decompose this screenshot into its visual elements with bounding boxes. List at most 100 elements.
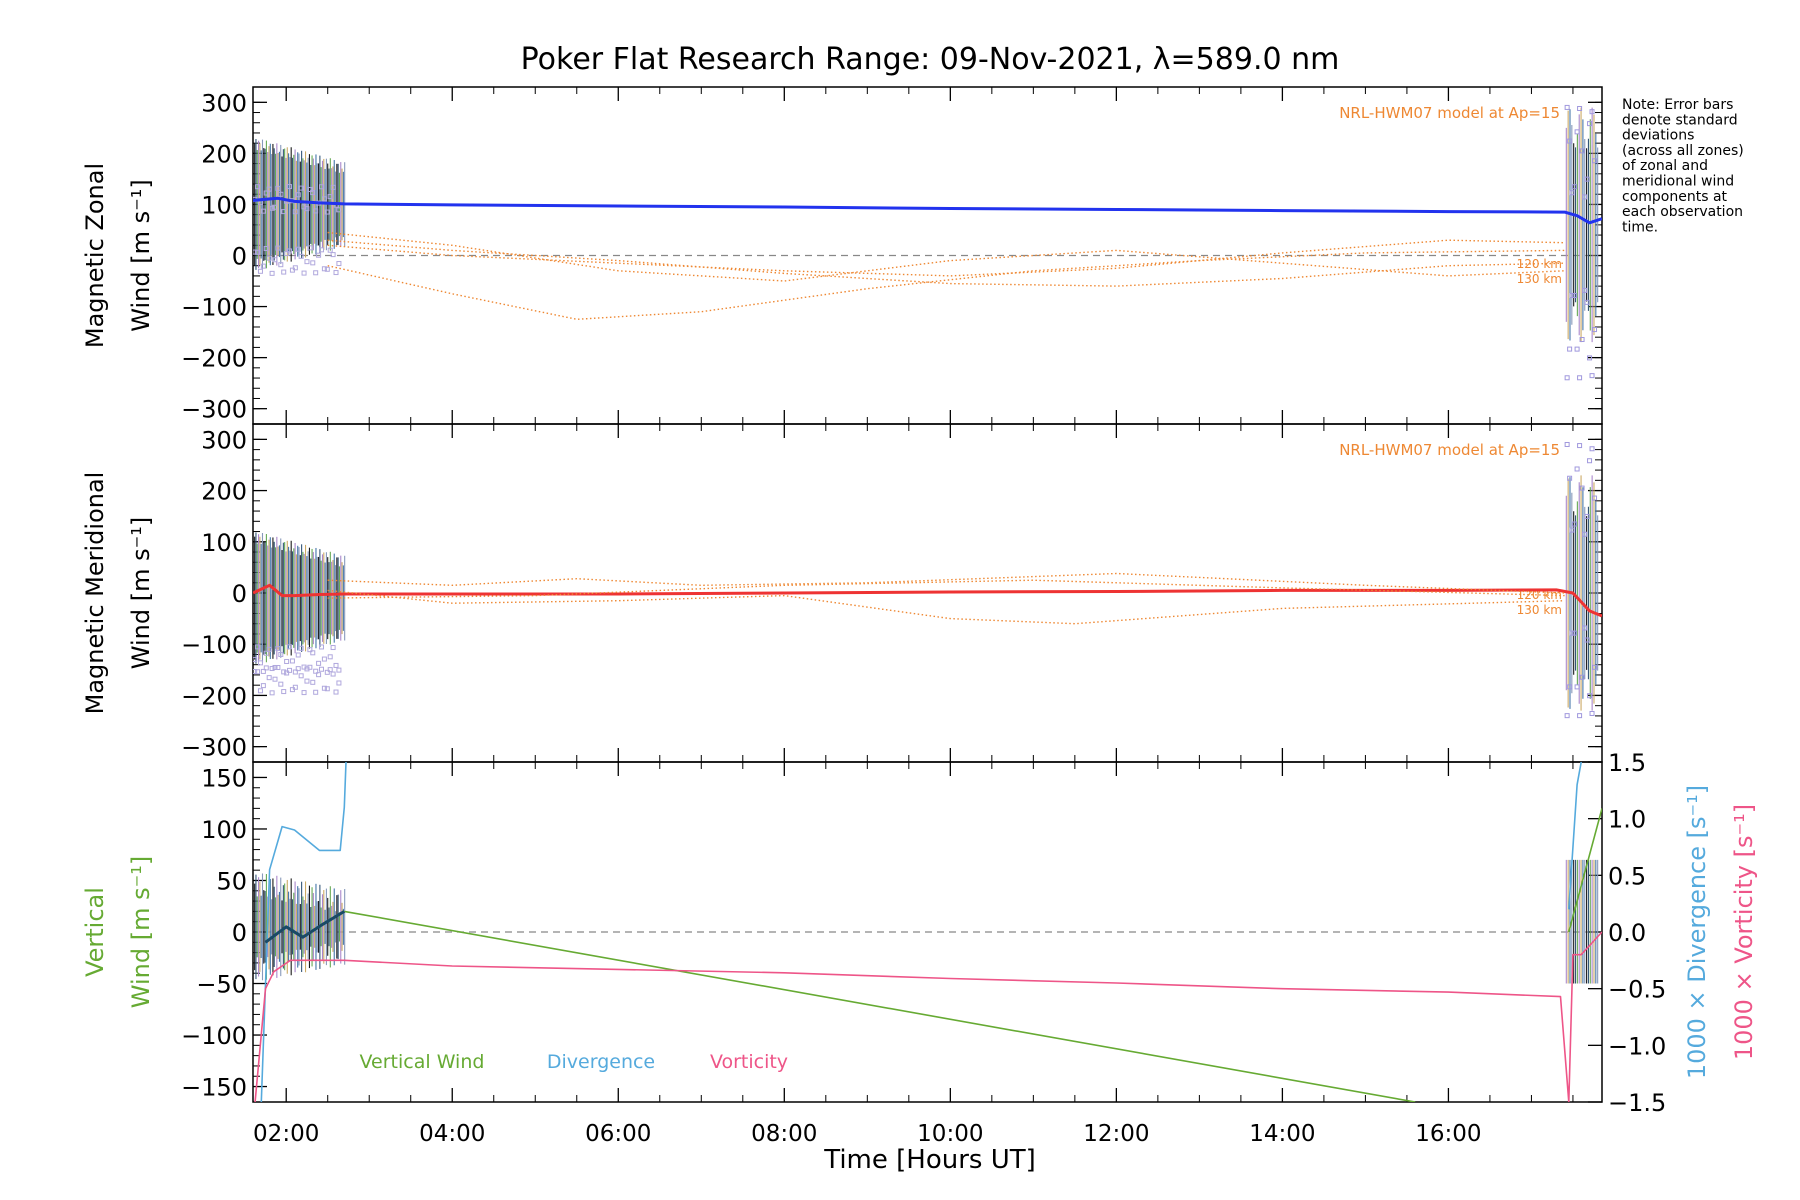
y-axis-title-line2: Wind [m s⁻¹] — [127, 179, 155, 331]
zone-marker — [304, 678, 310, 684]
zone-marker — [307, 647, 313, 653]
zone-marker — [255, 644, 261, 650]
note-line: (across all zones) — [1622, 143, 1744, 159]
y2-tick-label: 0.5 — [1608, 862, 1646, 890]
zone-marker — [257, 268, 263, 274]
zone-marker — [307, 664, 313, 670]
zone-marker — [253, 657, 258, 663]
series-line — [344, 910, 1416, 1102]
zone-marker — [307, 245, 313, 251]
y-tick-label: −300 — [181, 734, 247, 762]
zone-marker — [260, 208, 266, 214]
zone-marker — [272, 257, 278, 263]
zone-marker — [260, 263, 266, 269]
y-tick-label: 200 — [201, 140, 247, 168]
zone-marker — [292, 684, 298, 690]
zone-marker — [324, 266, 330, 272]
zone-marker — [324, 669, 330, 675]
y2-tick-label: −1.0 — [1608, 1032, 1666, 1060]
zone-marker — [333, 689, 339, 695]
x-tick-label: 12:00 — [1083, 1121, 1149, 1147]
zone-marker — [1584, 299, 1590, 305]
zone-marker — [1592, 664, 1598, 670]
altitude-label: 120 km — [1517, 257, 1562, 271]
zone-marker — [281, 209, 287, 215]
zone-marker — [266, 646, 272, 652]
zone-marker — [269, 270, 275, 276]
zone-marker — [281, 689, 287, 695]
series-line — [1568, 762, 1582, 910]
zone-marker — [1572, 184, 1578, 190]
note-line: components at — [1622, 189, 1728, 205]
model-label: NRL-HWM07 model at Ap=15 — [1339, 441, 1560, 459]
x-tick-label: 08:00 — [751, 1121, 817, 1147]
zone-marker — [275, 646, 281, 652]
zone-marker — [336, 207, 342, 213]
zone-marker — [336, 667, 342, 673]
y-tick-label: 50 — [216, 867, 247, 895]
y2-tick-label: 1.5 — [1608, 749, 1646, 777]
zone-marker — [1574, 346, 1580, 352]
zone-marker — [1577, 375, 1583, 381]
y-tick-label: 100 — [201, 191, 247, 219]
zone-marker — [324, 209, 330, 215]
x-tick-label: 16:00 — [1415, 1121, 1481, 1147]
zone-marker — [295, 192, 301, 198]
note-line: time. — [1622, 219, 1658, 235]
zone-marker — [292, 209, 298, 215]
zone-marker — [263, 650, 269, 656]
panel-vertical: 02:00 04:00 06:00 08:00 10:00 12:00 14:00 16:00… — [81, 749, 1758, 1147]
zone-marker — [1587, 121, 1593, 127]
zone-marker — [301, 270, 307, 276]
zone-marker — [1582, 194, 1588, 200]
y-tick-label: −200 — [181, 682, 247, 710]
zone-marker — [1567, 475, 1573, 481]
zone-marker — [278, 191, 284, 197]
model-series-line — [327, 572, 1565, 594]
series-line — [253, 583, 1602, 618]
zone-marker — [336, 261, 342, 267]
zone-marker — [330, 252, 336, 258]
zone-marker — [275, 665, 281, 671]
zone-marker — [321, 266, 327, 272]
y-tick-label: 200 — [201, 478, 247, 506]
zone-marker — [1584, 513, 1590, 519]
y2-axis-title-divergence: 1000 × Divergence [s⁻¹] — [1683, 785, 1711, 1079]
zone-marker — [272, 664, 278, 670]
zone-marker — [295, 666, 301, 672]
error-bars — [253, 441, 1599, 719]
y-axis-title-line1: Magnetic Zonal — [81, 163, 109, 348]
series-line — [254, 931, 1602, 1102]
zone-marker — [313, 689, 319, 695]
zone-marker — [318, 644, 324, 650]
note-line: denote standard — [1622, 112, 1738, 128]
zone-marker — [298, 185, 304, 191]
zone-marker — [1589, 446, 1595, 452]
note-line: deviations — [1622, 128, 1694, 144]
zone-marker — [287, 248, 293, 254]
zone-marker — [263, 665, 269, 671]
zone-marker — [1582, 625, 1588, 631]
figure-title: Poker Flat Research Range: 09-Nov-2021, … — [521, 42, 1340, 77]
zone-marker — [321, 656, 327, 662]
zone-marker — [327, 654, 333, 660]
note-line: each observation — [1622, 204, 1743, 220]
zone-marker — [333, 662, 339, 668]
zone-marker — [266, 255, 272, 261]
zone-marker — [1567, 346, 1573, 352]
zone-marker — [318, 247, 324, 253]
y2-tick-label: 1.0 — [1608, 806, 1646, 834]
series-lines — [254, 762, 1602, 1102]
model-series-line — [327, 579, 1565, 599]
zone-marker — [1589, 710, 1595, 716]
zone-marker — [257, 688, 263, 694]
altitude-label: 130 km — [1517, 272, 1562, 286]
zone-marker — [327, 667, 333, 673]
zone-marker — [318, 184, 324, 190]
zone-marker — [272, 204, 278, 210]
zone-marker — [1569, 527, 1575, 533]
y-axis-title-line1: Magnetic Meridional — [81, 472, 109, 715]
zone-marker — [1577, 713, 1583, 719]
zone-marker — [316, 672, 322, 678]
